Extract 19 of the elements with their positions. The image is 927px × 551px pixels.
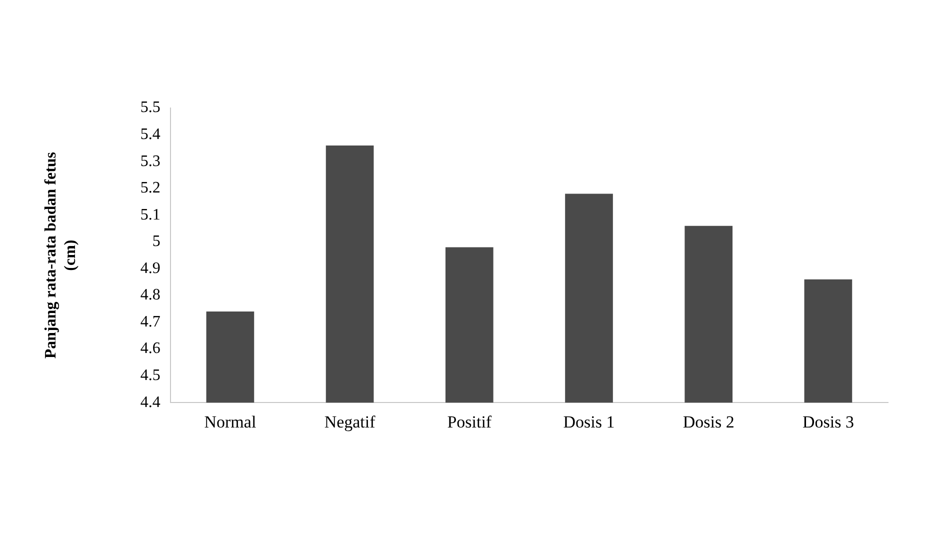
- x-tick-label: Negatif: [324, 412, 376, 432]
- y-tick-label: 4.8: [140, 286, 160, 304]
- x-tick-label: Dosis 1: [563, 412, 615, 432]
- y-tick-label: 4.4: [140, 394, 160, 411]
- x-tick-label: Dosis 3: [802, 412, 854, 432]
- y-tick-label: 4.7: [140, 313, 160, 330]
- y-tick-label: 5.4: [140, 126, 160, 143]
- x-tick-label: Dosis 2: [682, 412, 734, 432]
- y-tick-label: 4.6: [140, 340, 160, 358]
- y-tick-label: 5.5: [140, 99, 160, 116]
- y-tick-label: 5: [152, 233, 160, 250]
- y-tick-label: 5.3: [140, 152, 160, 170]
- y-tick-label: 4.9: [140, 260, 160, 277]
- x-tick-label: Positif: [447, 412, 492, 432]
- y-axis-title: Panjang rata-rata badan fetus (cm): [42, 152, 79, 359]
- y-tick-label: 4.5: [140, 367, 160, 384]
- x-tick-label: Normal: [204, 412, 256, 432]
- y-tick-label: 5.1: [140, 206, 160, 224]
- y-tick-label: 5.2: [140, 180, 160, 197]
